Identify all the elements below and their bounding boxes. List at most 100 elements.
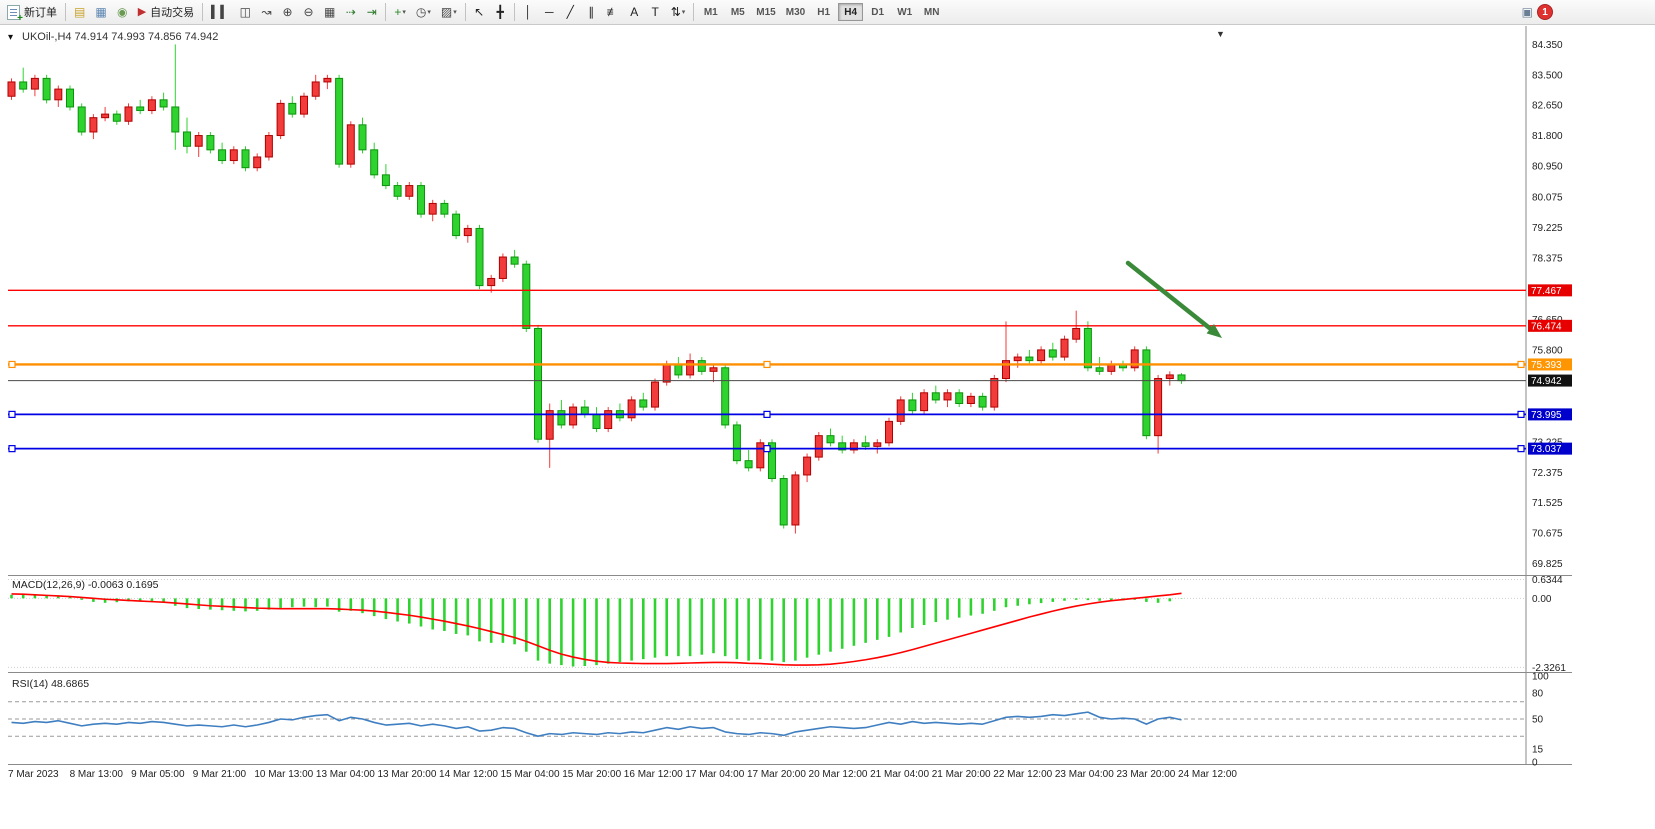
- price-axis-label[interactable]: 80.950: [1532, 161, 1563, 172]
- timeframe-m5-button[interactable]: M5: [725, 3, 750, 21]
- price-axis-label[interactable]: 75.800: [1532, 345, 1563, 356]
- line-handle[interactable]: [763, 360, 771, 369]
- time-axis-label[interactable]: 8 Mar 13:00: [70, 769, 124, 780]
- crosshair-button[interactable]: ╋: [490, 2, 511, 23]
- indicators-button[interactable]: + ▾: [389, 2, 411, 23]
- time-axis-label[interactable]: 15 Mar 20:00: [562, 769, 621, 780]
- time-axis-label[interactable]: 10 Mar 13:00: [254, 769, 313, 780]
- equidistant-channel-button[interactable]: ∥: [581, 2, 602, 23]
- timeframe-h1-button[interactable]: H1: [811, 3, 836, 21]
- autotrading-button[interactable]: ▶ 自动交易: [133, 2, 199, 23]
- rsi-axis-label[interactable]: 0: [1532, 758, 1538, 769]
- bar-chart-button[interactable]: ▍▍: [206, 2, 234, 23]
- line-handle[interactable]: [1517, 360, 1525, 369]
- zoom-in-button[interactable]: ⊕: [277, 2, 298, 23]
- time-axis-label[interactable]: 16 Mar 12:00: [624, 769, 683, 780]
- strategy-tester-button[interactable]: ◉: [112, 2, 133, 23]
- trend-arrow[interactable]: [1125, 260, 1213, 331]
- time-axis-label[interactable]: 23 Mar 20:00: [1116, 769, 1175, 780]
- one-click-trading-toggle[interactable]: ▾: [8, 32, 13, 43]
- time-axis-label[interactable]: 9 Mar 05:00: [131, 769, 185, 780]
- notification-badge[interactable]: 1: [1537, 4, 1553, 20]
- timeframe-m30-button[interactable]: M30: [782, 3, 809, 21]
- horizontal-line-button[interactable]: ─: [539, 2, 560, 23]
- time-axis-label[interactable]: 9 Mar 21:00: [193, 769, 247, 780]
- tile-windows-button[interactable]: ▦: [319, 2, 340, 23]
- time-axis-label[interactable]: 24 Mar 12:00: [1178, 769, 1237, 780]
- timeframe-d1-button[interactable]: D1: [865, 3, 890, 21]
- rsi-axis-label[interactable]: 50: [1532, 715, 1544, 726]
- metaeditor-button[interactable]: ▤: [69, 2, 90, 23]
- auto-scroll-button[interactable]: ⇢: [340, 2, 361, 23]
- line-handle[interactable]: [1517, 445, 1525, 453]
- chart-shift-marker[interactable]: ▼: [1216, 29, 1225, 39]
- price-axis-label[interactable]: 70.675: [1532, 529, 1563, 540]
- price-axis-label[interactable]: 69.825: [1532, 559, 1563, 570]
- timeframe-m1-button[interactable]: M1: [698, 3, 723, 21]
- chart-shift-button[interactable]: ⇥: [361, 2, 382, 23]
- cursor-button[interactable]: ↖: [469, 2, 490, 23]
- line-handle[interactable]: [1517, 410, 1525, 419]
- macd-axis-label[interactable]: 0.6344: [1532, 575, 1563, 586]
- trend-arrow-head[interactable]: [1206, 323, 1222, 338]
- time-axis-label[interactable]: 13 Mar 20:00: [377, 769, 436, 780]
- price-axis-label[interactable]: 80.075: [1532, 193, 1563, 204]
- price-axis-label[interactable]: 81.800: [1532, 131, 1563, 142]
- price-axis-label[interactable]: 82.650: [1532, 101, 1563, 112]
- templates-button[interactable]: ▨ ▾: [436, 2, 462, 23]
- time-axis-label[interactable]: 21 Mar 04:00: [870, 769, 929, 780]
- price-axis-label[interactable]: 84.350: [1532, 40, 1563, 51]
- market-watch-button[interactable]: ▦: [90, 2, 111, 23]
- candle-body: [814, 435, 823, 458]
- price-axis-label[interactable]: 72.375: [1532, 468, 1563, 479]
- rsi-axis-label[interactable]: 100: [1532, 672, 1549, 683]
- time-axis-label[interactable]: 14 Mar 12:00: [439, 769, 498, 780]
- fibonacci-button[interactable]: ≢: [602, 2, 624, 23]
- line-chart-button[interactable]: ↝: [256, 2, 277, 23]
- time-axis-label[interactable]: 17 Mar 20:00: [747, 769, 806, 780]
- rsi-axis-label[interactable]: 80: [1532, 689, 1544, 700]
- timeframe-m15-button[interactable]: M15: [752, 3, 779, 21]
- arrows-button[interactable]: ⇅ ▾: [666, 2, 691, 23]
- price-axis-label[interactable]: 83.500: [1532, 70, 1563, 81]
- time-axis-label[interactable]: 23 Mar 04:00: [1055, 769, 1114, 780]
- time-axis-label[interactable]: 7 Mar 2023: [8, 769, 59, 780]
- time-axis-label[interactable]: 15 Mar 04:00: [501, 769, 560, 780]
- candle-body: [77, 106, 86, 133]
- rsi-axis-label[interactable]: 15: [1532, 745, 1544, 756]
- time-axis-label[interactable]: 21 Mar 20:00: [932, 769, 991, 780]
- candlestick-chart-icon: ◫: [239, 5, 251, 19]
- candle: [721, 364, 730, 429]
- time-axis-label[interactable]: 20 Mar 12:00: [809, 769, 868, 780]
- time-axis-label[interactable]: 22 Mar 12:00: [993, 769, 1052, 780]
- candle-body: [779, 478, 788, 526]
- time-axis-label[interactable]: 13 Mar 04:00: [316, 769, 375, 780]
- macd-axis-label[interactable]: -2.3261: [1532, 663, 1566, 674]
- line-handle[interactable]: [763, 445, 771, 453]
- macd-axis-label[interactable]: 0.00: [1532, 594, 1552, 605]
- price-axis-label[interactable]: 71.525: [1532, 498, 1563, 509]
- price-axis-label[interactable]: 79.225: [1532, 223, 1563, 234]
- line-handle[interactable]: [763, 410, 771, 419]
- line-handle[interactable]: [8, 445, 16, 453]
- time-axis-label[interactable]: 17 Mar 04:00: [685, 769, 744, 780]
- zoom-out-button[interactable]: ⊖: [298, 2, 319, 23]
- timeframe-mn-button[interactable]: MN: [919, 3, 944, 21]
- timeframe-h4-button[interactable]: H4: [838, 3, 864, 21]
- alerts-icon[interactable]: ▣: [1521, 5, 1533, 19]
- text-button[interactable]: A: [624, 2, 645, 23]
- text-label-button[interactable]: T: [645, 2, 666, 23]
- vertical-line-button[interactable]: │: [518, 2, 539, 23]
- line-handle[interactable]: [8, 360, 16, 369]
- price-axis-label[interactable]: 78.375: [1532, 253, 1563, 264]
- candle-body: [510, 256, 519, 265]
- periods-button[interactable]: ◷ ▾: [411, 2, 436, 23]
- line-handle[interactable]: [8, 410, 16, 419]
- candle-body: [194, 135, 203, 147]
- new-order-button[interactable]: 新订单: [2, 2, 62, 24]
- candlestick-chart-button[interactable]: ◫: [235, 2, 256, 23]
- timeframe-w1-button[interactable]: W1: [892, 3, 917, 21]
- cursor-icon: ↖: [474, 5, 485, 19]
- trendline-button[interactable]: ╱: [560, 2, 581, 23]
